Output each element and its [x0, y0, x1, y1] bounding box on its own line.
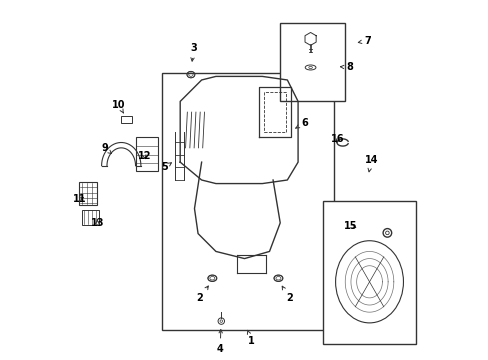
Text: 15: 15	[344, 221, 357, 231]
Text: 6: 6	[295, 118, 307, 128]
Text: 1: 1	[247, 330, 255, 346]
Polygon shape	[305, 32, 316, 45]
Ellipse shape	[273, 275, 283, 282]
Bar	[135, 137, 157, 171]
Text: 5: 5	[161, 162, 171, 172]
Bar	[82, 210, 99, 225]
Text: 2: 2	[196, 286, 208, 303]
Text: 2: 2	[282, 286, 292, 303]
Text: 8: 8	[340, 63, 353, 72]
Ellipse shape	[335, 241, 403, 323]
Bar	[162, 73, 333, 330]
Text: 13: 13	[90, 218, 104, 228]
Text: 14: 14	[364, 156, 377, 172]
Text: 9: 9	[101, 143, 111, 154]
Text: 10: 10	[112, 100, 125, 113]
Bar	[323, 202, 415, 344]
Text: 11: 11	[73, 194, 87, 203]
Ellipse shape	[382, 229, 391, 237]
Bar	[280, 23, 344, 102]
Text: 3: 3	[190, 43, 197, 61]
Text: 12: 12	[138, 151, 151, 161]
Bar	[80, 182, 97, 205]
Ellipse shape	[305, 65, 315, 70]
Text: 7: 7	[358, 36, 370, 46]
Text: 4: 4	[216, 330, 223, 354]
Ellipse shape	[207, 275, 216, 282]
Text: 16: 16	[331, 134, 344, 144]
Bar	[121, 116, 132, 123]
